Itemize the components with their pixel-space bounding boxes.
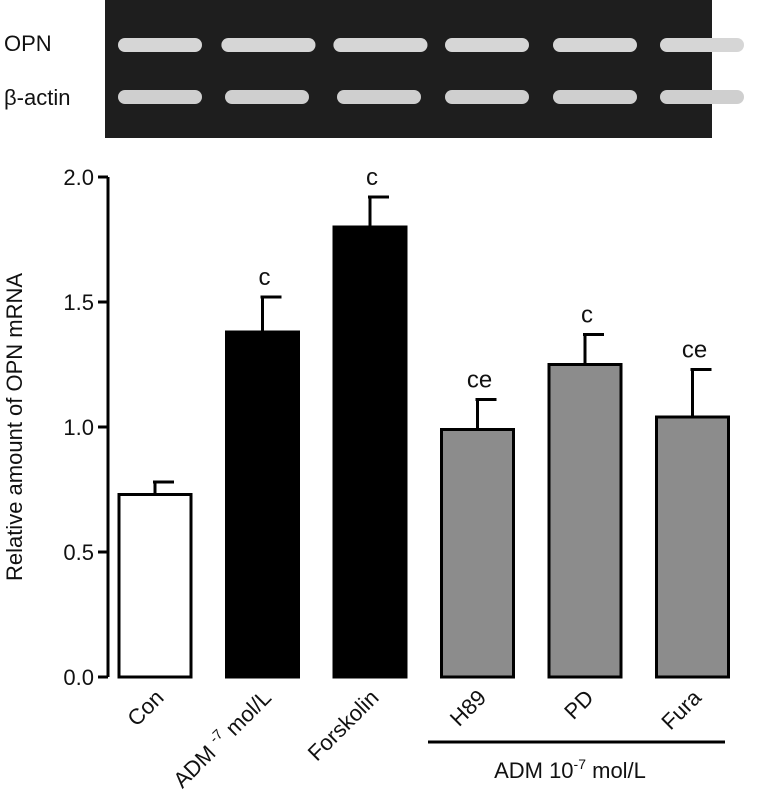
bars: c c ce c ce (117, 164, 730, 679)
bar-forskolin (332, 225, 408, 679)
y-tick-label: 2.0 (63, 165, 94, 190)
gel-band-opn (221, 38, 316, 52)
x-tick-label: Fura (656, 684, 706, 734)
y-tick-label: 0.0 (63, 665, 94, 690)
bar-adm-7-mol-l (225, 330, 300, 679)
y-tick-label: 1.5 (63, 290, 94, 315)
gel-label-opn: OPN (4, 31, 52, 56)
bar-con (117, 493, 193, 679)
bar-h89 (440, 428, 515, 679)
x-tick-label: Forskolin (303, 685, 384, 766)
gel-band-beta-actin (118, 90, 202, 104)
gel-band-beta-actin (337, 90, 421, 104)
group-label: ADM 10-7 mol/L (494, 756, 646, 783)
significance-label: ce (682, 337, 707, 364)
gel-band-opn (445, 38, 529, 52)
x-tick-label: PD (559, 685, 598, 724)
gel-background (105, 0, 712, 138)
x-tick-label: Con (122, 685, 168, 731)
gel-band-beta-actin (660, 90, 744, 104)
significance-label: c (581, 302, 593, 329)
gel-band-opn (553, 38, 637, 52)
gel-band-opn (118, 38, 202, 52)
y-tick-label: 1.0 (63, 415, 94, 440)
y-tick-label: 0.5 (63, 540, 94, 565)
y-axis: 0.0 0.5 1.0 1.5 2.0 (63, 165, 110, 690)
gel-band-opn (333, 38, 428, 52)
significance-label: c (366, 164, 378, 191)
bar-fura (655, 415, 730, 679)
bar-pd (547, 363, 623, 679)
gel-band-opn (660, 38, 744, 52)
significance-label: c (259, 264, 271, 291)
gel-band-beta-actin (553, 90, 637, 104)
x-tick-label: H89 (445, 685, 491, 731)
x-tick-label: ADM -7 mol/L (167, 683, 276, 792)
gel-panel: OPN β-actin (4, 0, 744, 138)
significance-label: ce (467, 367, 492, 394)
gel-label-beta-actin: β-actin (4, 85, 70, 110)
gel-band-beta-actin (225, 90, 309, 104)
y-axis-title: Relative amount of OPN mRNA (2, 273, 27, 581)
gel-bands (118, 38, 744, 104)
gel-band-beta-actin (445, 90, 529, 104)
